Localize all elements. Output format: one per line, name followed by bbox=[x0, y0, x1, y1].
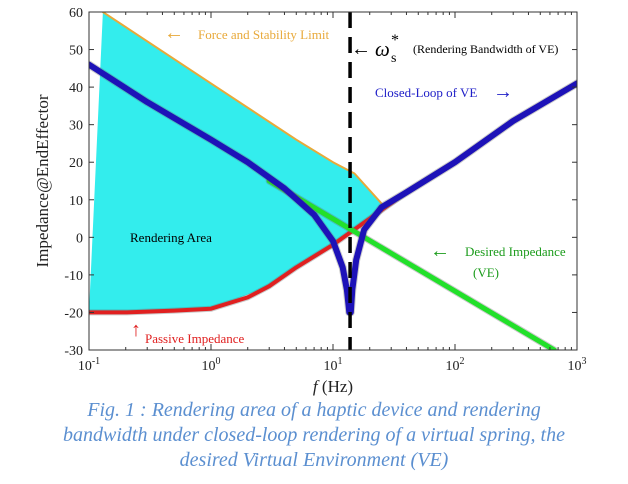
y-tick-label: 50 bbox=[69, 44, 83, 59]
desired-impedance-arrow: ← bbox=[430, 240, 450, 262]
omega-superscript: * bbox=[391, 32, 399, 49]
desired-impedance-label-ve: (VE) bbox=[473, 265, 499, 280]
x-tick-label: 101 bbox=[324, 356, 343, 374]
x-axis-label: f (Hz) bbox=[313, 377, 353, 396]
bandwidth-label: (Rendering Bandwidth of VE) bbox=[413, 42, 558, 56]
caption-line: Fig. 1 : Rendering area of a haptic devi… bbox=[87, 399, 541, 421]
force-limit-arrow: ← bbox=[164, 22, 184, 44]
y-tick-label: 40 bbox=[69, 81, 83, 96]
y-tick-label: 60 bbox=[69, 6, 83, 21]
y-tick-label: -10 bbox=[64, 269, 83, 284]
figure-caption: Fig. 1 : Rendering area of a haptic devi… bbox=[0, 398, 628, 473]
y-axis-label: Impedance@EndEffector bbox=[33, 94, 52, 267]
force-limit-label: Force and Stability Limit bbox=[198, 27, 329, 42]
x-tick-label: 100 bbox=[202, 356, 221, 374]
y-tick-label: -20 bbox=[64, 306, 83, 321]
vline-arrow: ← bbox=[351, 38, 371, 60]
closed-loop-arrow: → bbox=[493, 81, 513, 103]
x-tick-label: 102 bbox=[446, 356, 465, 374]
x-tick-label: 103 bbox=[568, 356, 587, 374]
omega-subscript: s bbox=[391, 51, 396, 66]
y-tick-label: 30 bbox=[69, 119, 83, 134]
rendering-area bbox=[89, 12, 382, 313]
force-and-stability-limit-line bbox=[101, 12, 383, 205]
y-tick-label: 10 bbox=[69, 194, 83, 209]
passive-impedance-arrow: ↑ bbox=[131, 319, 141, 341]
x-tick-label: 10-1 bbox=[78, 356, 100, 374]
omega-symbol: ω bbox=[375, 37, 390, 61]
desired-impedance-ve-line bbox=[266, 178, 557, 350]
closed-loop-label: Closed-Loop of VE bbox=[375, 85, 477, 100]
passive-impedance-label: Passive Impedance bbox=[145, 331, 245, 346]
y-tick-label: 20 bbox=[69, 156, 83, 171]
rendering-area-label: Rendering Area bbox=[130, 230, 212, 245]
y-tick-label: -30 bbox=[64, 344, 83, 359]
desired-impedance-label: Desired Impedance bbox=[465, 244, 566, 259]
caption-line: bandwidth under closed-loop rendering of… bbox=[62, 424, 565, 446]
y-tick-label: 0 bbox=[76, 231, 83, 246]
caption-line: desired Virtual Environment (VE) bbox=[179, 449, 449, 471]
